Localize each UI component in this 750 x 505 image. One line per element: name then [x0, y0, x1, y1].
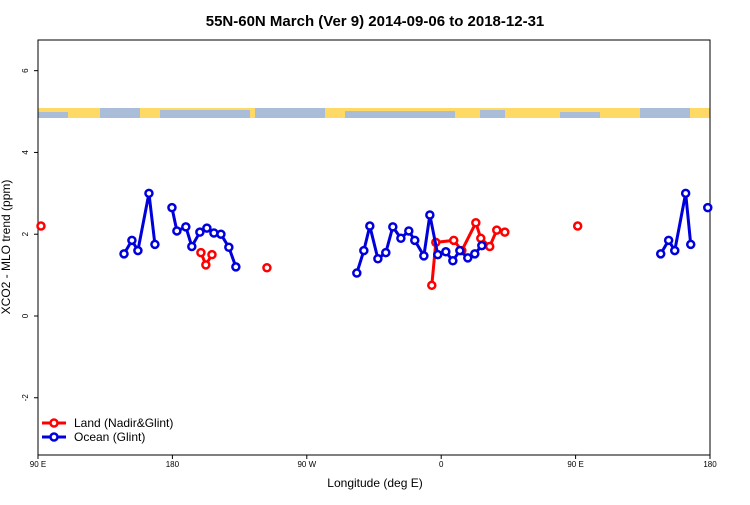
x-axis-label: Longitude (deg E) — [327, 476, 422, 490]
point — [680, 188, 691, 199]
point — [685, 239, 696, 250]
x-tick-label: 90 E — [567, 460, 583, 469]
y-tick-label: 0 — [21, 313, 30, 318]
point — [216, 229, 226, 239]
point — [201, 260, 211, 270]
point — [172, 226, 182, 236]
point — [167, 202, 177, 213]
point — [500, 227, 510, 237]
point — [441, 247, 451, 257]
point — [133, 245, 143, 256]
x-tick-label: 90 E — [30, 460, 46, 469]
legend-marker — [49, 418, 59, 428]
point — [572, 221, 583, 231]
point — [448, 256, 458, 266]
point — [181, 222, 191, 232]
point — [202, 223, 212, 233]
point — [359, 245, 369, 256]
point — [470, 249, 480, 259]
x-tick-label: 180 — [703, 460, 717, 469]
point — [477, 240, 487, 251]
y-tick-label: -2 — [21, 394, 30, 402]
y-axis-label: XCO2 - MLO trend (ppm) — [0, 180, 13, 315]
y-tick-label: 2 — [21, 231, 30, 236]
point — [670, 245, 680, 256]
point — [195, 227, 205, 237]
point — [365, 221, 375, 231]
point — [231, 262, 241, 272]
y-tick-label: 4 — [21, 150, 30, 155]
legend: Land (Nadir&Glint)Ocean (Glint) — [42, 416, 173, 444]
point — [396, 233, 406, 244]
point — [471, 218, 481, 228]
point — [463, 253, 473, 263]
point — [224, 242, 234, 253]
point — [492, 225, 502, 235]
point — [150, 239, 160, 250]
point — [410, 235, 420, 246]
point — [448, 235, 459, 246]
point — [425, 210, 435, 220]
y-tick-label: 6 — [21, 68, 30, 73]
point — [433, 249, 443, 260]
point — [455, 245, 465, 256]
point — [703, 202, 713, 213]
x-tick-label: 180 — [166, 460, 180, 469]
point — [196, 247, 206, 258]
point — [352, 268, 362, 278]
point — [381, 247, 391, 258]
point — [127, 235, 137, 246]
legend-label: Ocean (Glint) — [74, 430, 145, 444]
point — [419, 251, 429, 261]
point — [427, 280, 437, 291]
x-tick-label: 0 — [439, 460, 444, 469]
point — [663, 235, 674, 246]
chart-title: 55N-60N March (Ver 9) 2014-09-06 to 2018… — [206, 13, 545, 30]
legend-label: Land (Nadir&Glint) — [74, 416, 173, 430]
point — [655, 249, 666, 259]
map-strip — [38, 108, 710, 118]
point — [36, 221, 46, 231]
legend-marker — [49, 432, 59, 442]
point — [262, 262, 272, 273]
point — [388, 222, 398, 232]
point — [187, 241, 197, 252]
plot-frame — [37, 39, 711, 456]
x-tick-label: 90 W — [297, 460, 316, 469]
point — [373, 253, 383, 264]
point — [484, 241, 495, 252]
point — [404, 226, 414, 236]
point — [476, 233, 486, 244]
point — [207, 249, 217, 260]
point — [119, 249, 129, 259]
point — [144, 188, 154, 199]
